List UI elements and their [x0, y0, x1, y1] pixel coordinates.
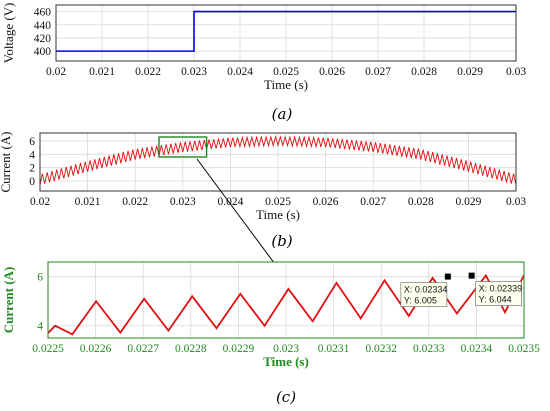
caption-a: (a): [272, 105, 293, 123]
x-tick-label: 0.02: [46, 66, 66, 78]
x-axis-label: Time (s): [263, 354, 309, 369]
datatip-y-label: Y: 6.005: [404, 296, 437, 306]
zoomed-current-chart: 0.0225 0.0226 0.0227 0.0228 0.0229 0.023 0.023…: [1, 261, 540, 369]
y-tick-label: 4: [29, 149, 35, 161]
x-tick-label: 0.0225: [32, 343, 64, 355]
current-chart: 0.02 0.021 0.022 0.023 0.024 0.025 0.026 0.027 0…: [0, 131, 526, 222]
x-tick-label: 0.021: [75, 196, 101, 208]
x-tick-label: 0.026: [319, 66, 345, 78]
x-tick-label: 0.03: [506, 66, 526, 78]
y-tick-label: 400: [34, 46, 52, 58]
x-tick-label: 0.029: [457, 66, 483, 78]
axes-frame: [39, 132, 517, 192]
y-axis-label: Current (A): [1, 267, 16, 334]
x-axis-label: Time (s): [256, 207, 300, 222]
x-tick-label: 0.021: [89, 66, 115, 78]
caption-b: (b): [271, 232, 292, 250]
x-tick-label: 0.025: [273, 66, 299, 78]
x-tick-label: 0.02: [30, 196, 50, 208]
x-tick-label: 0.028: [411, 66, 437, 78]
x-tick-label: 0.027: [360, 196, 386, 208]
x-tick-label: 0.029: [455, 196, 481, 208]
x-tick-label: 0.023: [170, 196, 196, 208]
caption-c: (c): [276, 388, 296, 406]
axes-frame: [47, 261, 525, 339]
x-tick-label: 0.023: [181, 66, 207, 78]
datatip-box: [400, 282, 448, 307]
x-tick-label: 0.03: [506, 196, 526, 208]
x-tick-label: 0.022: [122, 196, 148, 208]
y-axis-label: Voltage (V): [1, 3, 16, 64]
voltage-series-line: [56, 10, 516, 52]
datatip-x-label: X: 0.02339: [479, 284, 523, 294]
zoom-region-box: [158, 136, 208, 158]
x-tick-label: 0.0233: [413, 343, 445, 355]
datatip-box: [475, 281, 522, 306]
y-tick-label: 6: [29, 136, 35, 148]
datatip-marker[interactable]: [468, 272, 475, 279]
y-tick-label: 440: [34, 20, 52, 32]
y-tick-label: 460: [34, 7, 52, 19]
x-tick-label: 0.022: [135, 66, 161, 78]
x-tick-label: 0.027: [365, 66, 391, 78]
x-tick-label: 0.024: [217, 196, 243, 208]
datatip-y-label: Y: 6.044: [479, 295, 512, 305]
x-tick-label: 0.028: [408, 196, 434, 208]
x-tick-label: 0.0235: [508, 343, 540, 355]
datatip-x-label: X: 0.02334: [404, 285, 448, 295]
x-tick-label: 0.0229: [223, 343, 255, 355]
x-tick-label: 0.023: [273, 343, 299, 355]
y-tick-label: 0: [29, 176, 35, 188]
y-tick-label: 2: [29, 163, 35, 175]
x-tick-label: 0.026: [313, 196, 339, 208]
x-axis-label: Time (s): [264, 77, 308, 92]
x-tick-label: 0.0234: [461, 343, 493, 355]
current-ripple-series: [40, 135, 516, 186]
x-tick-label: 0.0228: [175, 343, 207, 355]
x-tick-label: 0.0226: [80, 343, 112, 355]
axes-frame: [55, 4, 517, 62]
x-tick-label: 0.0231: [318, 343, 350, 355]
y-tick-label: 6: [37, 272, 43, 284]
y-tick-label: 4: [37, 321, 43, 333]
y-tick-label: 420: [34, 33, 52, 45]
x-tick-label: 0.024: [227, 66, 253, 78]
voltage-chart: 0.02 0.021 0.022 0.023 0.024 0.025 0.026 0.027 0…: [1, 3, 526, 92]
x-tick-label: 0.0227: [127, 343, 159, 355]
datatip-marker[interactable]: [444, 273, 451, 280]
x-tick-label: 0.0232: [365, 343, 397, 355]
y-axis-label: Current (A): [0, 131, 13, 192]
x-tick-label: 0.025: [265, 196, 291, 208]
